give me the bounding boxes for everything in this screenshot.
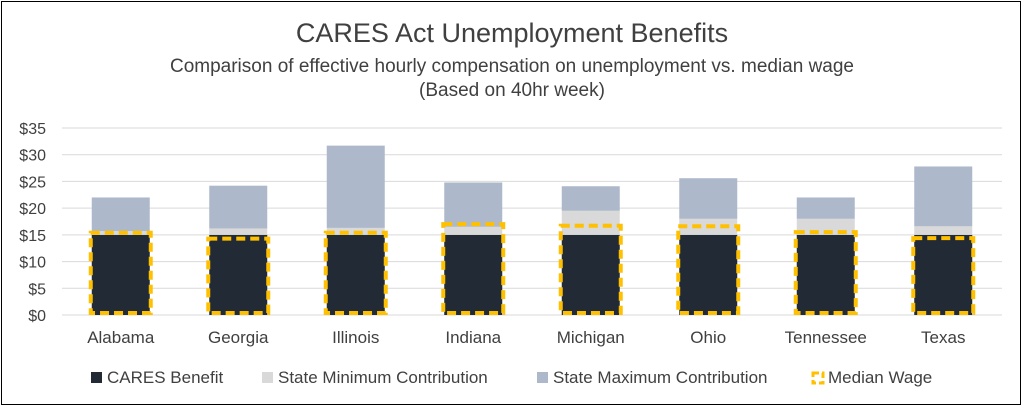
bar-segment bbox=[561, 186, 620, 211]
legend-swatch bbox=[91, 372, 102, 383]
bar-segment bbox=[326, 145, 385, 228]
legend-label: State Minimum Contribution bbox=[278, 368, 488, 387]
x-tick-label: Alabama bbox=[87, 328, 155, 347]
legend-swatch bbox=[811, 371, 825, 385]
bar-segment bbox=[91, 234, 150, 315]
median-wage-marker bbox=[323, 230, 388, 315]
chart-subtitle-note: (Based on 40hr week) bbox=[419, 80, 605, 101]
chart-title: CARES Act Unemployment Benefits bbox=[295, 18, 729, 48]
bar-segment bbox=[444, 226, 503, 235]
gridlines bbox=[62, 127, 1002, 316]
y-axis: $0 $5 $10 $15 $20 $25 $30 $35 bbox=[19, 121, 46, 325]
legend-label: Median Wage bbox=[828, 368, 932, 387]
bar-segment bbox=[914, 166, 973, 227]
y-tick-label: $30 bbox=[19, 148, 46, 165]
bar-segment bbox=[444, 234, 503, 315]
x-tick-label: Texas bbox=[921, 328, 965, 347]
bar-segment bbox=[679, 234, 738, 315]
y-tick-label: $25 bbox=[19, 174, 46, 191]
y-tick-label: $15 bbox=[19, 228, 46, 245]
median-wage-marker bbox=[911, 236, 976, 315]
x-axis: Alabama Georgia Illinois Indiana Michigan Ohi… bbox=[87, 328, 965, 347]
legend: CARES Benefit State Minimum Contribution S… bbox=[91, 368, 932, 387]
y-tick-label: $5 bbox=[28, 281, 46, 298]
bar-segment bbox=[914, 234, 973, 315]
bar-segment bbox=[209, 185, 268, 229]
legend-label: CARES Benefit bbox=[107, 368, 223, 387]
legend-swatch bbox=[537, 372, 548, 383]
x-tick-label: Indiana bbox=[445, 328, 501, 347]
x-tick-label: Tennessee bbox=[785, 328, 867, 347]
chart-subtitle: Comparison of effective hourly compensat… bbox=[169, 56, 855, 77]
bar-segment bbox=[326, 234, 385, 315]
x-tick-label: Ohio bbox=[690, 328, 726, 347]
median-wage-marker bbox=[441, 222, 506, 316]
bar-segment bbox=[209, 234, 268, 315]
bars bbox=[88, 145, 976, 316]
x-tick-label: Michigan bbox=[557, 328, 625, 347]
x-tick-label: Georgia bbox=[208, 328, 269, 347]
median-wage-marker bbox=[558, 223, 623, 316]
bar-segment bbox=[444, 182, 503, 227]
y-tick-label: $20 bbox=[19, 201, 46, 218]
y-tick-label: $10 bbox=[19, 255, 46, 272]
legend-label: State Maximum Contribution bbox=[553, 368, 767, 387]
bar-segment bbox=[561, 210, 620, 235]
bar-segment bbox=[796, 234, 855, 315]
y-tick-label: $0 bbox=[28, 308, 46, 325]
median-wage-marker bbox=[88, 230, 153, 315]
bar-segment bbox=[561, 234, 620, 315]
bar-segment bbox=[914, 226, 973, 235]
bar-segment bbox=[209, 228, 268, 235]
y-tick-label: $35 bbox=[19, 121, 46, 138]
median-wage-marker bbox=[676, 224, 741, 316]
legend-swatch bbox=[262, 372, 273, 383]
median-wage-marker bbox=[206, 236, 271, 315]
bar-segment bbox=[679, 178, 738, 219]
x-tick-label: Illinois bbox=[332, 328, 379, 347]
median-wage-marker bbox=[793, 230, 858, 315]
bar-segment bbox=[796, 197, 855, 219]
bar-segment bbox=[91, 197, 150, 232]
